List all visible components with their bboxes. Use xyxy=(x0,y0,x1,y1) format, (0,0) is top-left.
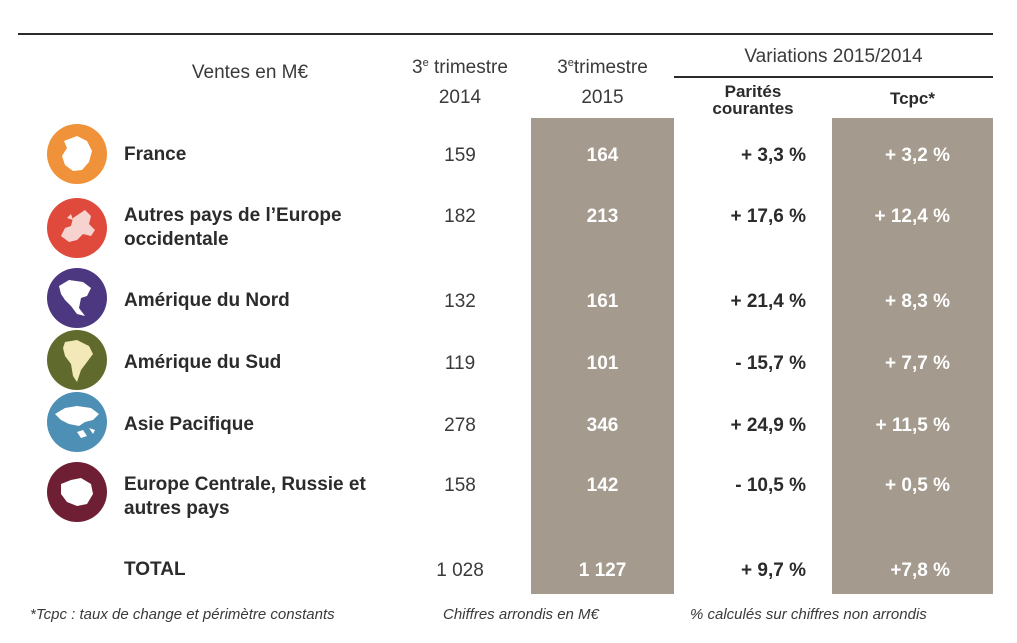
variation-parites: + 21,4 % xyxy=(730,291,806,312)
central-europe-map-icon xyxy=(47,462,107,522)
header-q3-2015: 3etrimestre 2015 xyxy=(557,57,648,108)
table-row: Amérique du Sud 119 101 - 15,7 % + 7,7 % xyxy=(0,330,1017,392)
western-europe-map-icon xyxy=(47,198,107,258)
header-ventes: Ventes en M€ xyxy=(191,62,309,83)
table-row: Asie Pacifique 278 346 + 24,9 % + 11,5 % xyxy=(0,392,1017,454)
col-tcpc-background xyxy=(832,118,993,594)
value-2015: 101 xyxy=(586,353,619,374)
top-rule xyxy=(18,33,993,35)
header-parites-courantes: Parités courantes xyxy=(712,82,794,118)
region-label: Amérique du Nord xyxy=(124,290,290,311)
value-2014: 159 xyxy=(444,145,476,166)
north-america-map-icon xyxy=(47,268,107,328)
total-label: TOTAL xyxy=(124,559,186,580)
footnote-calcul: % calculés sur chiffres non arrondis xyxy=(690,606,927,623)
value-2014: 132 xyxy=(444,291,476,312)
region-label: Asie Pacifique xyxy=(124,414,254,435)
total-parites: + 9,7 % xyxy=(741,560,806,581)
table-row-total: TOTAL 1 028 1 127 + 9,7 % +7,8 % xyxy=(0,548,1017,594)
variation-parites: + 3,3 % xyxy=(741,145,806,166)
total-2015: 1 127 xyxy=(578,560,627,581)
region-label: Amérique du Sud xyxy=(124,352,282,373)
col-2015-background xyxy=(531,118,674,594)
france-map-icon xyxy=(47,124,107,184)
value-2015: 346 xyxy=(586,415,619,436)
variation-tcpc: + 7,7 % xyxy=(885,353,950,374)
total-tcpc: +7,8 % xyxy=(890,560,950,581)
variation-parites: - 15,7 % xyxy=(735,353,806,374)
variation-tcpc: + 8,3 % xyxy=(885,291,950,312)
region-label: Europe Centrale, Russie et autres pays xyxy=(124,474,366,519)
value-2014: 119 xyxy=(444,353,476,374)
total-2014: 1 028 xyxy=(436,560,484,581)
header-tcpc: Tcpc* xyxy=(889,89,936,108)
value-2015: 164 xyxy=(586,145,619,166)
value-2015: 161 xyxy=(586,291,619,312)
variation-tcpc: + 12,4 % xyxy=(874,206,950,227)
variation-parites: + 24,9 % xyxy=(730,415,806,436)
variation-parites: + 17,6 % xyxy=(730,206,806,227)
table-row: Autres pays de l’Europe occidentale 182 … xyxy=(0,194,1017,266)
region-label: Autres pays de l’Europe occidentale xyxy=(124,205,342,250)
variations-rule xyxy=(674,76,993,78)
variation-parites: - 10,5 % xyxy=(735,475,806,496)
header-q3-2014: 3e trimestre 2014 xyxy=(412,57,508,108)
variation-tcpc: + 3,2 % xyxy=(885,145,950,166)
value-2014: 182 xyxy=(444,206,476,227)
value-2015: 213 xyxy=(586,206,619,227)
value-2014: 278 xyxy=(444,415,476,436)
asia-pacific-map-icon xyxy=(47,392,107,452)
region-label: France xyxy=(124,144,187,165)
variation-tcpc: + 11,5 % xyxy=(875,415,950,436)
value-2015: 142 xyxy=(586,475,619,496)
variation-tcpc: + 0,5 % xyxy=(885,475,950,496)
header-variations: Variations 2015/2014 xyxy=(744,46,923,67)
footnote-tcpc: *Tcpc : taux de change et périmètre cons… xyxy=(30,606,335,623)
south-america-map-icon xyxy=(47,330,107,390)
table-row: Amérique du Nord 132 161 + 21,4 % + 8,3 … xyxy=(0,266,1017,330)
footnote-arrondis: Chiffres arrondis en M€ xyxy=(443,606,599,623)
value-2014: 158 xyxy=(444,475,476,496)
table-row: France 159 164 + 3,3 % + 3,2 % xyxy=(0,118,1017,194)
table-row: Europe Centrale, Russie et autres pays 1… xyxy=(0,454,1017,530)
